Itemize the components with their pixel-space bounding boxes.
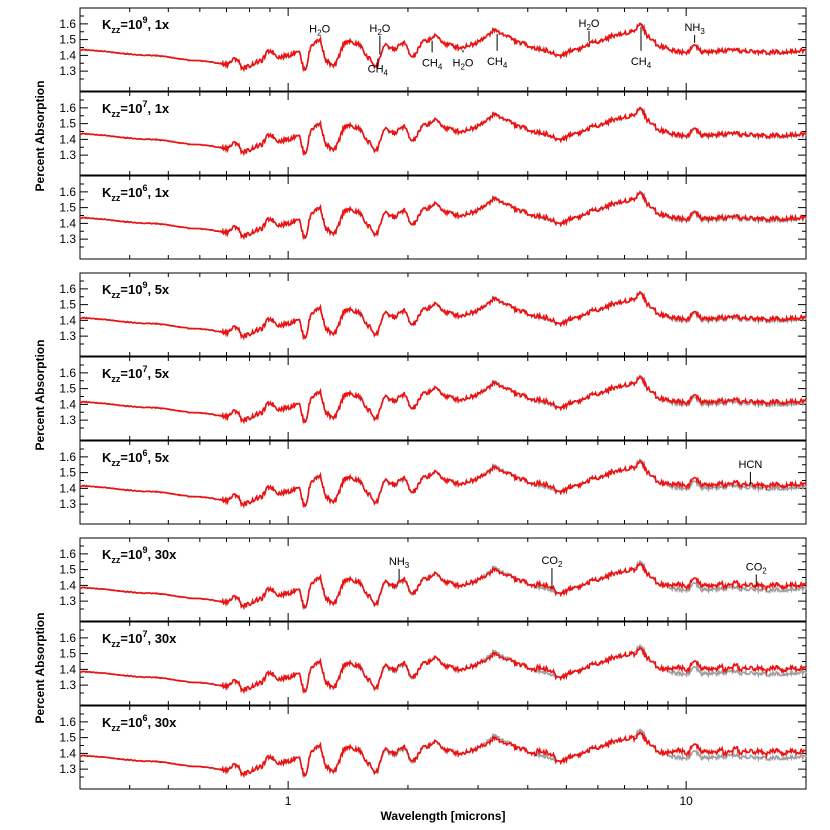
panel-4: 1.3 1.41.5 1.6 Kzz=109, 5x: [59, 272, 807, 357]
y-tick-label: 1.6: [59, 366, 76, 380]
annotation-label: H2O: [309, 24, 330, 38]
y-axis-label-1: Percent Absorption: [33, 81, 47, 192]
annotation-label: H2O: [579, 18, 600, 32]
equilibrium-spectrum-line: [79, 728, 807, 779]
disequilibrium-spectrum-line: [79, 22, 807, 72]
y-tick-label: 1.4: [59, 216, 76, 230]
y-tick-label: 1.6: [59, 631, 76, 645]
annotation-label: H2O: [369, 23, 390, 37]
panel-frame: [79, 537, 807, 622]
panel-5: 1.3 1.41.5 1.6 Kzz=107, 5x: [59, 356, 807, 441]
y-tick-label: 1.5: [59, 33, 76, 47]
panel-label: Kzz=109, 30x: [102, 545, 177, 565]
y-tick-label: 1.3: [59, 232, 76, 246]
y-tick-label: 1.3: [59, 148, 76, 162]
y-tick-label: 1.4: [59, 132, 76, 146]
y-tick-label: 1.4: [59, 662, 76, 676]
panel-1: 1.3 1.41.5 1.6 Kzz=109, 1x H2O H2O CH4 CH4 H2O CH…: [59, 7, 807, 92]
y-tick-label: 1.4: [59, 313, 76, 327]
disequilibrium-spectrum-line: [79, 647, 807, 694]
annotation-label: NH3: [684, 22, 705, 36]
y-tick-label: 1.3: [59, 678, 76, 692]
y-tick-label: 1.5: [59, 117, 76, 131]
annotation-label: NH3: [389, 556, 410, 570]
disequilibrium-spectrum-line: [79, 375, 807, 425]
y-tick-label: 1.4: [59, 746, 76, 760]
y-tick-label: 1.6: [59, 547, 76, 561]
y-tick-label: 1.5: [59, 647, 76, 661]
equilibrium-spectrum-line: [79, 560, 807, 611]
disequilibrium-spectrum-line: [79, 460, 807, 509]
panel-frame: [79, 272, 807, 357]
panel-frame: [79, 440, 807, 525]
annotation-label: CH4: [487, 56, 508, 70]
y-tick-label: 1.6: [59, 450, 76, 464]
panel-frame: [79, 356, 807, 441]
y-tick-label: 1.3: [59, 762, 76, 776]
disequilibrium-spectrum-line: [79, 191, 807, 240]
panel-label: Kzz=107, 30x: [102, 629, 177, 649]
y-axis-label-3: Percent Absorption: [33, 613, 47, 724]
panel-label: Kzz=106, 5x: [102, 448, 170, 468]
x-tick-label: 10: [679, 794, 693, 808]
y-tick-label: 1.6: [59, 715, 76, 729]
y-tick-label: 1.3: [59, 413, 76, 427]
annotation-label: CH4: [368, 64, 389, 78]
annotation-label: CO2: [541, 555, 563, 569]
axis-labels: Percent Absorption Percent Absorption Pe…: [33, 81, 505, 823]
x-axis-label: Wavelength [microns]: [381, 809, 506, 823]
panel-label: Kzz=109, 5x: [102, 280, 170, 300]
y-tick-label: 1.6: [59, 101, 76, 115]
panel-label: Kzz=107, 1x: [102, 99, 170, 119]
panel-label: Kzz=106, 1x: [102, 183, 170, 203]
panel-3: 1.3 1.41.5 1.6 Kzz=106, 1x: [59, 175, 807, 260]
panel-8: 1.3 1.41.5 1.6 Kzz=107, 30x: [59, 621, 807, 706]
panel-9: 1.3 1.41.5 1.6 Kzz=106, 30x 1 10: [59, 705, 807, 808]
y-tick-label: 1.5: [59, 382, 76, 396]
panel-7: 1.3 1.41.5 1.6 Kzz=109, 30x NH3 CO2 CO2: [59, 537, 807, 622]
disequilibrium-spectrum-line: [79, 731, 807, 778]
disequilibrium-spectrum-line: [79, 107, 807, 156]
panel-label: Kzz=109, 1x: [102, 15, 170, 35]
y-tick-label: 1.4: [59, 48, 76, 62]
y-tick-label: 1.3: [59, 329, 76, 343]
annotation-label: H2O: [453, 57, 474, 71]
y-tick-label: 1.5: [59, 298, 76, 312]
y-tick-label: 1.3: [59, 497, 76, 511]
y-tick-label: 1.4: [59, 481, 76, 495]
y-tick-label: 1.5: [59, 466, 76, 480]
y-tick-label: 1.3: [59, 594, 76, 608]
y-tick-label: 1.4: [59, 397, 76, 411]
disequilibrium-spectrum-line: [79, 291, 807, 341]
y-tick-label: 1.6: [59, 282, 76, 296]
y-tick-label: 1.5: [59, 201, 76, 215]
panel-label: Kzz=106, 30x: [102, 713, 177, 733]
annotation-label: CH4: [422, 57, 443, 71]
annotation-label: CO2: [746, 561, 768, 575]
panel-frame: [79, 705, 807, 790]
annotation-label: HCN: [738, 459, 762, 471]
disequilibrium-spectrum-line: [79, 562, 807, 610]
annotation-label: CH4: [631, 56, 652, 70]
y-tick-label: 1.3: [59, 64, 76, 78]
y-tick-label: 1.6: [59, 17, 76, 31]
panel-2: 1.3 1.41.5 1.6 Kzz=107, 1x: [59, 91, 807, 176]
y-tick-label: 1.4: [59, 578, 76, 592]
y-tick-label: 1.5: [59, 731, 76, 745]
x-tick-label: 1: [285, 794, 292, 808]
y-tick-label: 1.5: [59, 563, 76, 577]
equilibrium-spectrum-line: [79, 644, 807, 695]
panel-label: Kzz=107, 5x: [102, 364, 170, 384]
panel-frame: [79, 621, 807, 706]
y-axis-label-2: Percent Absorption: [33, 340, 47, 451]
panel-6: 1.3 1.41.5 1.6 Kzz=106, 5x HCN: [59, 440, 807, 525]
y-tick-label: 1.6: [59, 185, 76, 199]
